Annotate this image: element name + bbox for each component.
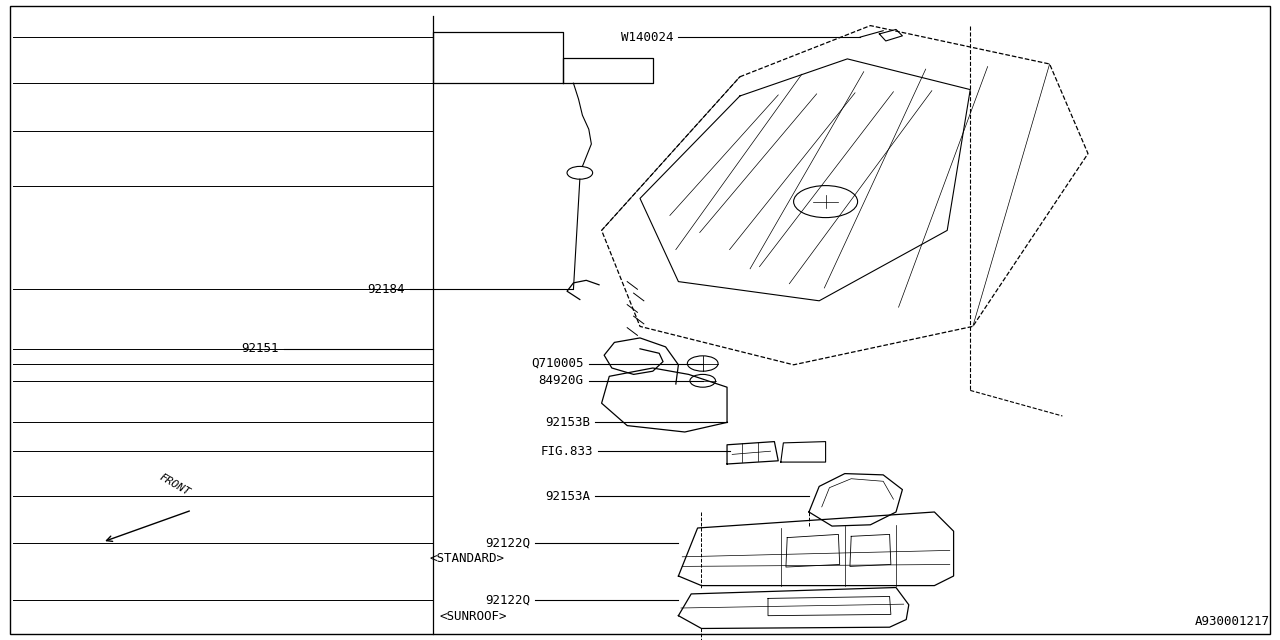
Text: 92122Q: 92122Q bbox=[485, 594, 530, 607]
Text: 84920G: 84920G bbox=[539, 374, 584, 387]
Text: 92153B: 92153B bbox=[545, 416, 590, 429]
Text: A930001217: A930001217 bbox=[1194, 616, 1270, 628]
Text: 92184: 92184 bbox=[367, 283, 404, 296]
Text: W140024: W140024 bbox=[621, 31, 673, 44]
Text: <SUNROOF>: <SUNROOF> bbox=[439, 610, 507, 623]
Text: FRONT: FRONT bbox=[157, 472, 192, 497]
Text: Q710005: Q710005 bbox=[531, 357, 584, 370]
Text: FIG.833: FIG.833 bbox=[540, 445, 593, 458]
Text: 92151: 92151 bbox=[242, 342, 279, 355]
Text: 92153A: 92153A bbox=[545, 490, 590, 502]
Text: 92122Q: 92122Q bbox=[485, 536, 530, 549]
Text: <STANDARD>: <STANDARD> bbox=[429, 552, 504, 565]
